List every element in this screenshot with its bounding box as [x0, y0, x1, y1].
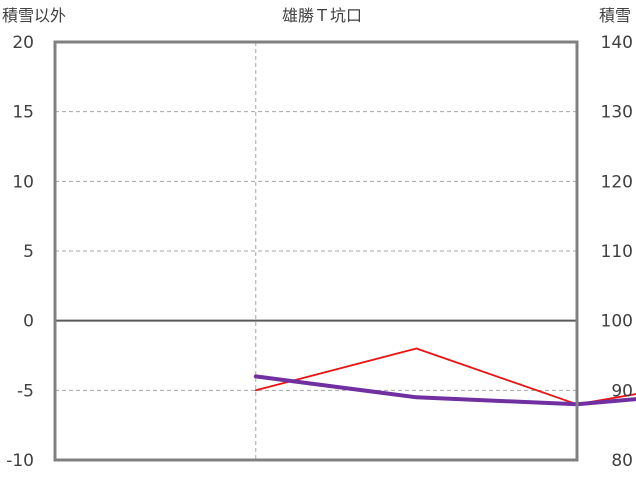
y-left-tick-label: 0 — [23, 312, 34, 332]
y-right-tick-label: 140 — [601, 33, 633, 53]
chart-title: 雄勝Ｔ坑口 — [282, 6, 362, 25]
grid — [55, 42, 577, 460]
y-right-tick-label: 100 — [601, 312, 633, 332]
y-right-tick-label: 120 — [601, 172, 633, 192]
y-left-tick-label: 5 — [23, 242, 34, 262]
y-right-tick-label: 110 — [601, 242, 633, 262]
y-left-tick-label: 15 — [12, 103, 34, 123]
y-right-tick-label: 80 — [611, 451, 633, 471]
y-left-tick-label: -10 — [6, 451, 34, 471]
y-left-tick-label: 20 — [12, 33, 34, 53]
series-line-temperature — [254, 347, 636, 406]
tick-labels: 20151050-5-10140130120110100908022252831… — [6, 33, 633, 471]
right-axis-label: 積雪 — [599, 6, 631, 25]
plot-frame — [53, 40, 579, 462]
y-left-tick-label: -5 — [17, 381, 34, 401]
y-left-tick-label: 10 — [12, 172, 34, 192]
left-axis-label: 積雪以外 — [2, 6, 66, 25]
series-line-snow-depth — [253, 374, 636, 407]
series-layer — [253, 347, 636, 407]
y-right-tick-label: 90 — [611, 381, 633, 401]
y-right-tick-label: 130 — [601, 103, 633, 123]
